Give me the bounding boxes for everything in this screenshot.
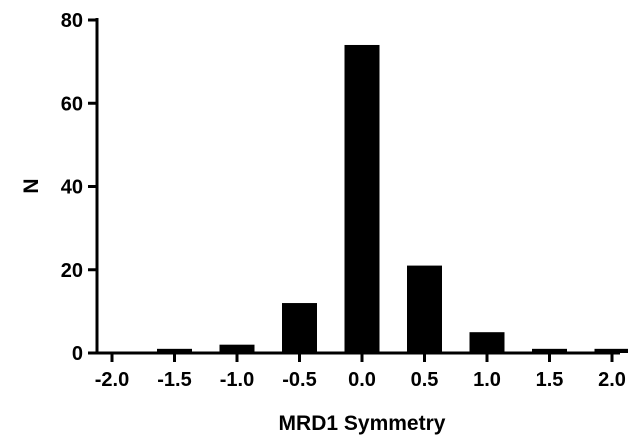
x-tick-label: -0.5 <box>282 369 316 391</box>
bars-layer <box>157 44 628 353</box>
y-tick-label: 0 <box>72 343 83 365</box>
x-tick-label: -2.0 <box>95 369 129 391</box>
bar <box>157 348 192 353</box>
bar <box>344 44 380 353</box>
y-tick-label: 20 <box>61 260 83 282</box>
bar <box>469 332 505 353</box>
y-tick-label: 80 <box>61 10 83 32</box>
bar <box>594 348 628 353</box>
axes-layer: 0 20 40 60 80 -2.0 -1.5 -1.0 -0.5 0.0 0.5 1.0 1.5 2.0 <box>61 10 626 391</box>
x-tick-label: -1.5 <box>157 369 191 391</box>
bar <box>282 303 317 353</box>
y-tick-label: 40 <box>61 177 83 199</box>
x-tick-label: 0.5 <box>411 369 439 391</box>
bar <box>219 344 255 353</box>
y-axis-title: N <box>20 178 43 193</box>
x-axis-title: MRD1 Symmetry <box>279 412 446 435</box>
y-tick-label: 60 <box>61 93 83 115</box>
bar <box>407 265 442 353</box>
x-tick-label: 1.0 <box>473 369 501 391</box>
x-tick-label: 1.5 <box>536 369 564 391</box>
bar <box>532 348 567 353</box>
x-tick-label: -1.0 <box>220 369 254 391</box>
x-tick-label: 2.0 <box>598 369 626 391</box>
x-tick-label: 0.0 <box>348 369 376 391</box>
